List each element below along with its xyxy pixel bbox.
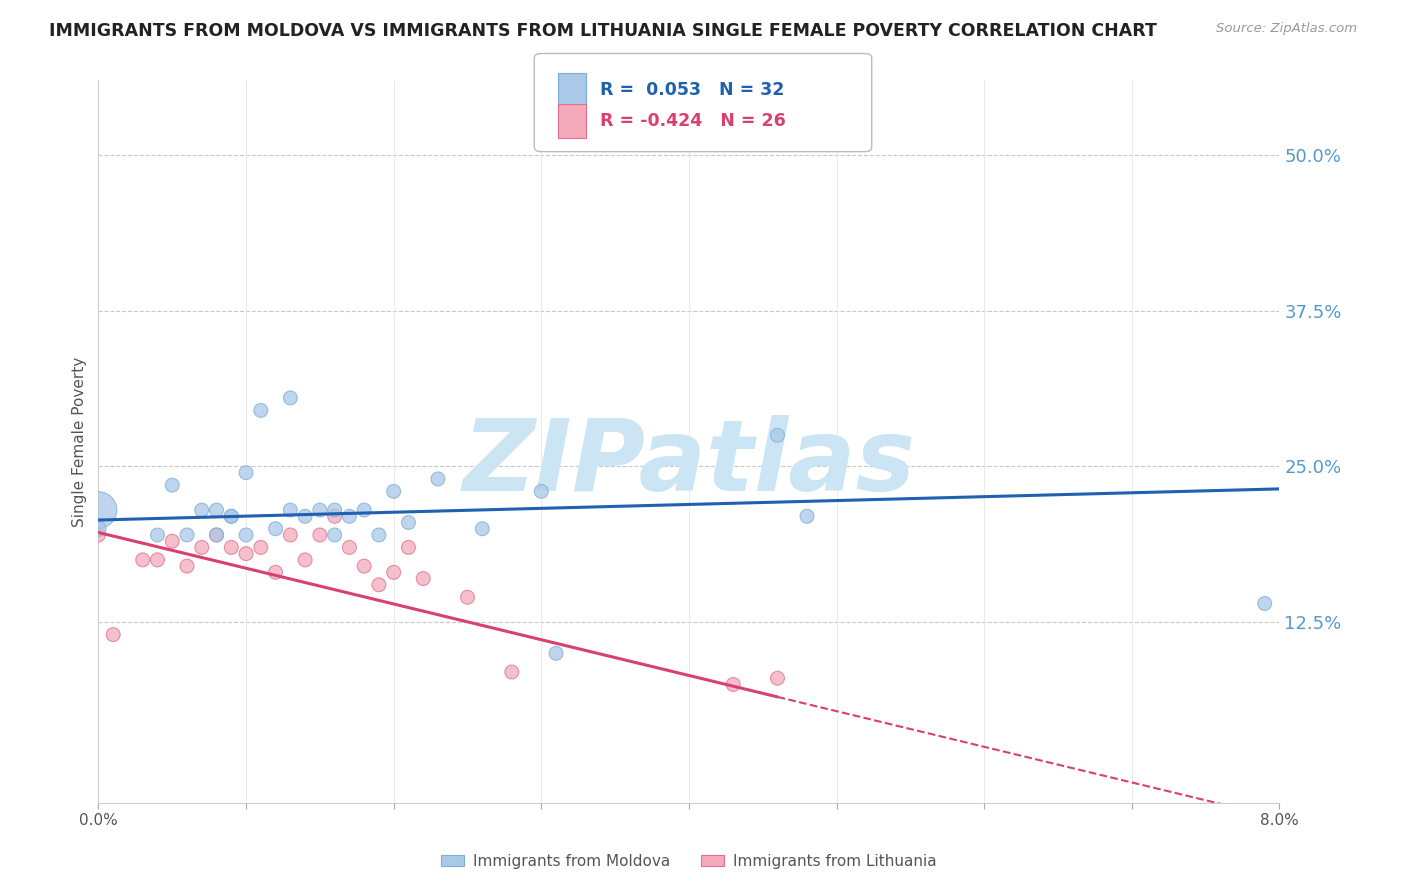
Point — [382, 484, 405, 499]
Point — [530, 484, 553, 499]
Point — [103, 627, 125, 641]
Point — [235, 466, 257, 480]
Point — [309, 503, 332, 517]
Point — [87, 503, 110, 517]
Point — [87, 522, 110, 536]
Point — [353, 503, 375, 517]
Point — [353, 559, 375, 574]
Point — [294, 509, 316, 524]
Text: Source: ZipAtlas.com: Source: ZipAtlas.com — [1216, 22, 1357, 36]
Text: R =  0.053   N = 32: R = 0.053 N = 32 — [600, 81, 785, 99]
Point — [205, 503, 228, 517]
Point — [235, 547, 257, 561]
Point — [264, 522, 287, 536]
Point — [368, 528, 391, 542]
Point — [235, 528, 257, 542]
Text: R = -0.424   N = 26: R = -0.424 N = 26 — [600, 112, 786, 130]
Point — [412, 572, 434, 586]
Point — [250, 541, 273, 555]
Point — [176, 528, 198, 542]
Point — [264, 566, 287, 580]
Point — [323, 503, 346, 517]
Point — [205, 528, 228, 542]
Point — [766, 671, 789, 685]
Point — [280, 528, 302, 542]
Point — [766, 428, 789, 442]
Point — [176, 559, 198, 574]
Point — [205, 528, 228, 542]
Point — [323, 528, 346, 542]
Point — [368, 578, 391, 592]
Point — [221, 509, 243, 524]
Point — [294, 553, 316, 567]
Point — [339, 509, 361, 524]
Point — [501, 665, 523, 679]
Point — [221, 541, 243, 555]
Point — [280, 391, 302, 405]
Point — [723, 677, 745, 691]
Point — [132, 553, 155, 567]
Point — [191, 503, 214, 517]
Point — [323, 509, 346, 524]
Point — [398, 541, 420, 555]
Point — [339, 541, 361, 555]
Point — [398, 516, 420, 530]
Point — [471, 522, 494, 536]
Legend: Immigrants from Moldova, Immigrants from Lithuania: Immigrants from Moldova, Immigrants from… — [434, 847, 943, 875]
Point — [546, 646, 568, 660]
Text: ZIPatlas: ZIPatlas — [463, 415, 915, 512]
Point — [280, 503, 302, 517]
Text: IMMIGRANTS FROM MOLDOVA VS IMMIGRANTS FROM LITHUANIA SINGLE FEMALE POVERTY CORRE: IMMIGRANTS FROM MOLDOVA VS IMMIGRANTS FR… — [49, 22, 1157, 40]
Point — [87, 528, 110, 542]
Point — [796, 509, 818, 524]
Point — [382, 566, 405, 580]
Point — [146, 528, 169, 542]
Point — [1254, 597, 1277, 611]
Point — [162, 478, 183, 492]
Point — [162, 534, 183, 549]
Point — [221, 509, 243, 524]
Point — [309, 528, 332, 542]
Point — [146, 553, 169, 567]
Point — [250, 403, 273, 417]
Y-axis label: Single Female Poverty: Single Female Poverty — [72, 357, 87, 526]
Point — [427, 472, 450, 486]
Point — [191, 541, 214, 555]
Point — [457, 591, 479, 605]
